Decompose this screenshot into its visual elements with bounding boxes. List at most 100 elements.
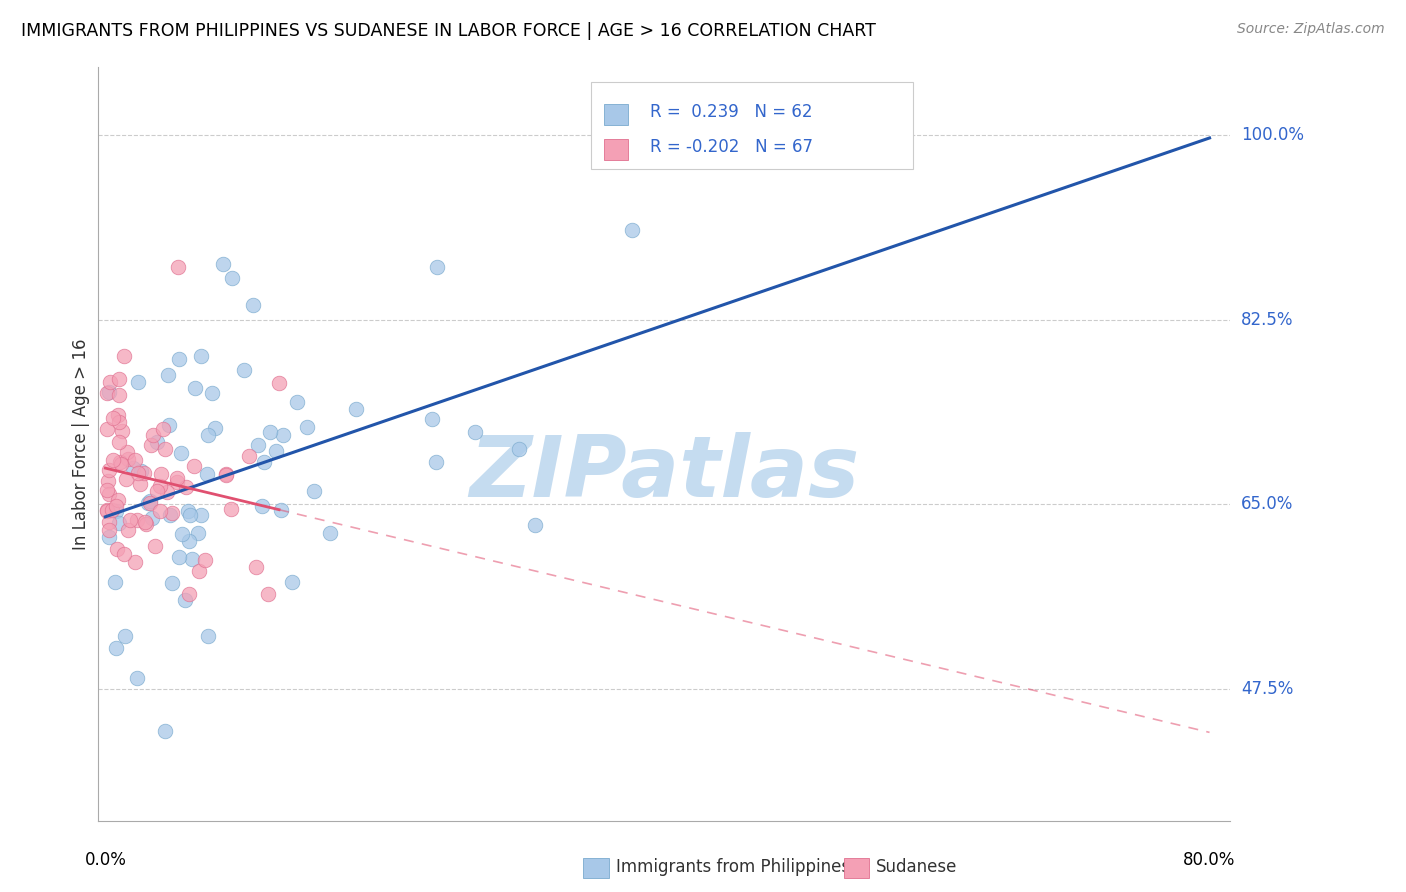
Point xyxy=(96,483,118,497)
Point xyxy=(125,671,148,685)
Point xyxy=(197,467,219,481)
Point xyxy=(124,555,146,569)
Point xyxy=(108,372,131,386)
Text: 100.0%: 100.0% xyxy=(1241,127,1305,145)
Point xyxy=(190,508,212,522)
Point xyxy=(259,425,281,439)
Point xyxy=(238,449,260,463)
Point xyxy=(271,427,294,442)
Point xyxy=(160,576,183,591)
Point xyxy=(221,270,243,285)
Point xyxy=(621,223,644,237)
Point xyxy=(108,435,131,450)
Point xyxy=(124,452,146,467)
Text: Sudanese: Sudanese xyxy=(876,858,957,876)
Point xyxy=(170,446,193,460)
Text: Source: ZipAtlas.com: Source: ZipAtlas.com xyxy=(1237,22,1385,37)
Point xyxy=(146,435,169,450)
Point xyxy=(108,455,131,469)
Point xyxy=(269,376,291,391)
Point xyxy=(190,350,212,364)
Text: 82.5%: 82.5% xyxy=(1241,311,1294,329)
Point xyxy=(159,508,181,523)
Point xyxy=(101,503,124,517)
Point xyxy=(166,475,188,489)
Point xyxy=(197,428,219,442)
Point xyxy=(125,513,148,527)
Point xyxy=(146,484,169,499)
FancyBboxPatch shape xyxy=(591,82,914,169)
Point xyxy=(167,260,190,275)
Point xyxy=(135,517,157,532)
Point xyxy=(157,368,180,382)
Point xyxy=(426,260,449,275)
Point xyxy=(281,575,304,590)
Point xyxy=(131,464,153,478)
Text: R = -0.202   N = 67: R = -0.202 N = 67 xyxy=(650,138,813,156)
Point xyxy=(155,442,177,456)
Point xyxy=(149,479,172,493)
Point xyxy=(177,503,200,517)
Point xyxy=(104,640,127,655)
Point xyxy=(156,484,179,499)
Text: 47.5%: 47.5% xyxy=(1241,680,1294,698)
Point xyxy=(166,471,188,485)
Point xyxy=(108,415,131,429)
Point xyxy=(150,467,173,481)
Point xyxy=(120,513,142,527)
Text: Immigrants from Philippines: Immigrants from Philippines xyxy=(616,858,851,876)
Point xyxy=(264,444,287,458)
Point xyxy=(304,484,326,499)
Point xyxy=(115,444,138,458)
Point xyxy=(101,453,124,467)
FancyBboxPatch shape xyxy=(605,139,628,161)
Point xyxy=(160,506,183,520)
Point xyxy=(242,297,264,311)
Point xyxy=(98,531,121,545)
Point xyxy=(98,376,121,390)
Point xyxy=(523,518,546,533)
Point xyxy=(245,560,267,574)
Point xyxy=(184,381,207,395)
Point xyxy=(114,629,136,643)
Point xyxy=(152,422,174,436)
Point xyxy=(167,549,190,564)
Point xyxy=(253,455,276,469)
Point xyxy=(174,480,197,494)
Point xyxy=(96,386,118,401)
Text: R =  0.239   N = 62: R = 0.239 N = 62 xyxy=(650,103,813,121)
Point xyxy=(112,349,135,363)
Point xyxy=(346,402,368,417)
Point xyxy=(143,539,166,553)
Point xyxy=(112,547,135,561)
Point xyxy=(139,437,162,451)
Point xyxy=(169,351,191,366)
Point xyxy=(138,496,160,510)
Point xyxy=(233,363,256,377)
Point xyxy=(97,474,120,488)
Point xyxy=(194,552,217,566)
Point xyxy=(420,412,443,426)
Point xyxy=(121,461,143,475)
FancyBboxPatch shape xyxy=(605,104,628,126)
Point xyxy=(105,504,128,518)
Point xyxy=(508,442,530,457)
Point xyxy=(107,493,129,508)
Text: 80.0%: 80.0% xyxy=(1184,851,1236,869)
Point xyxy=(115,472,138,486)
Point xyxy=(128,477,150,491)
Point xyxy=(257,587,280,601)
Point xyxy=(141,511,163,525)
Point xyxy=(117,523,139,537)
Text: 65.0%: 65.0% xyxy=(1241,495,1294,514)
Point xyxy=(139,494,162,508)
Point xyxy=(96,422,118,436)
Text: IMMIGRANTS FROM PHILIPPINES VS SUDANESE IN LABOR FORCE | AGE > 16 CORRELATION CH: IMMIGRANTS FROM PHILIPPINES VS SUDANESE … xyxy=(21,22,876,40)
Point xyxy=(155,724,177,739)
Point xyxy=(174,592,197,607)
Point xyxy=(183,458,205,473)
Point xyxy=(127,466,149,480)
Point xyxy=(177,533,200,548)
Point xyxy=(252,499,274,513)
Point xyxy=(110,457,132,471)
